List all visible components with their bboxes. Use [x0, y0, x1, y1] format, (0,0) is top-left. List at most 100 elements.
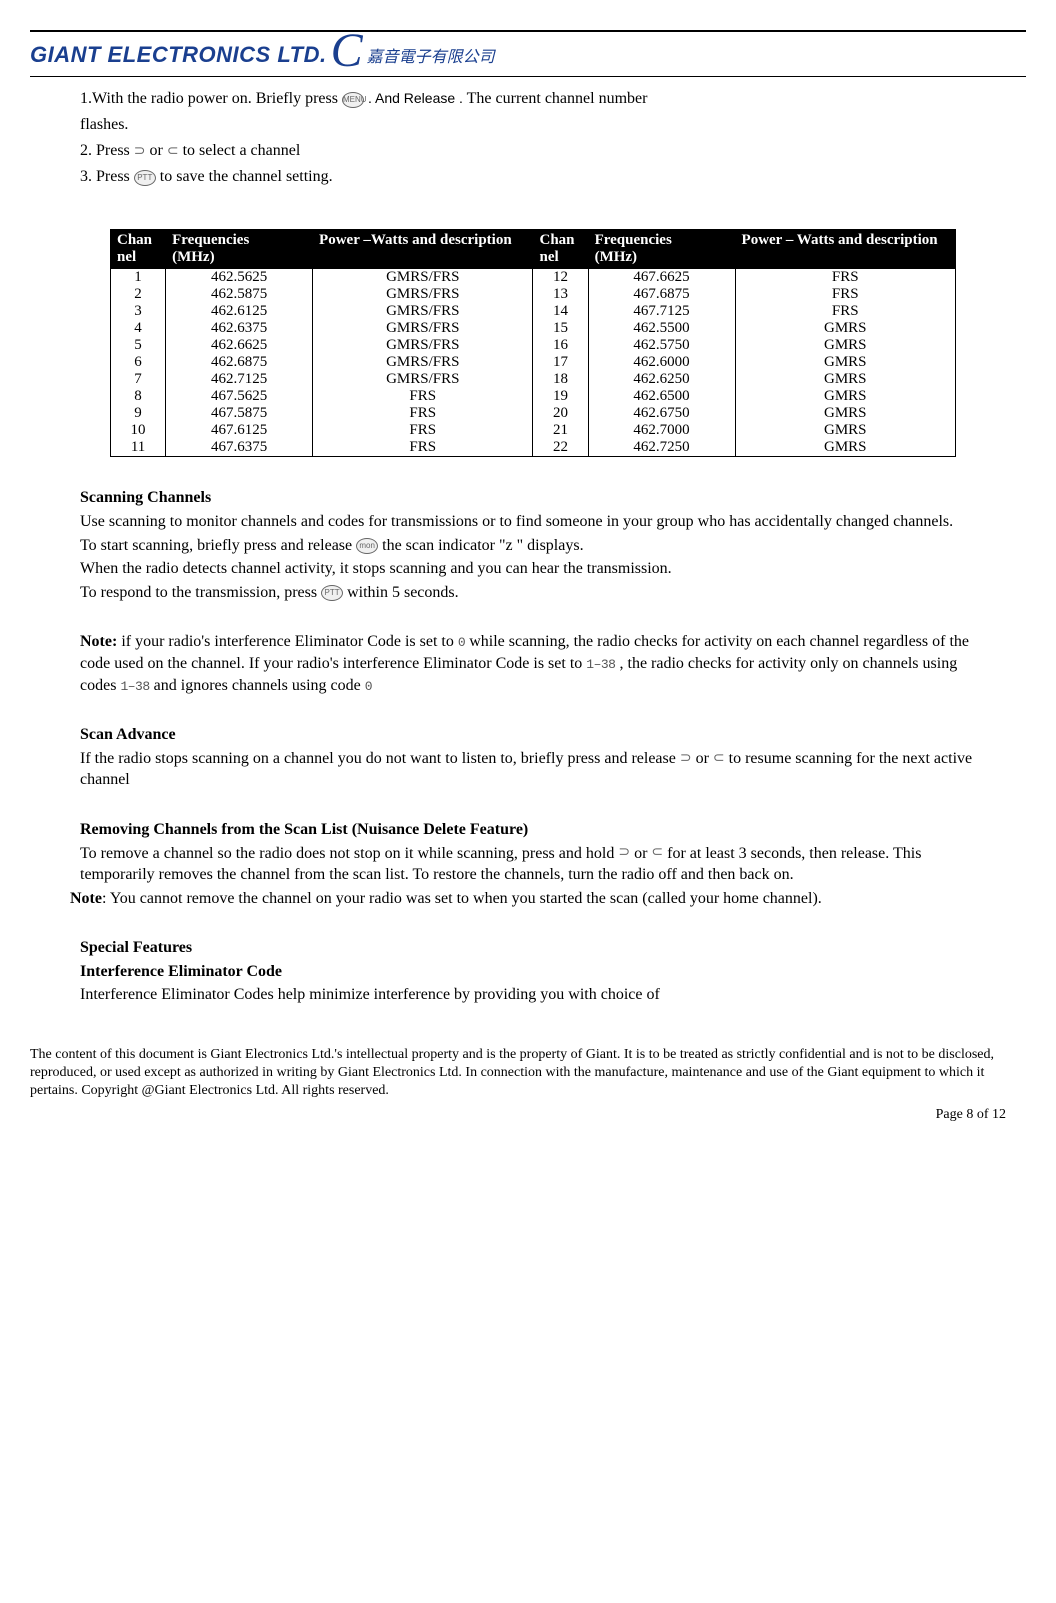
scanning-p2a: To start scanning, briefly press and rel… [80, 537, 356, 554]
scan-advance-p1b: or [696, 750, 713, 767]
scan-advance-title: Scan Advance [80, 724, 986, 746]
table-cell: 3 [111, 303, 166, 320]
special-title-2: Interference Eliminator Code [80, 961, 986, 983]
note-section: Note: if your radio's interference Elimi… [80, 631, 986, 696]
table-cell: 18 [533, 371, 588, 388]
note-p1a: if your radio's interference Eliminator … [121, 633, 454, 650]
removing-note-label: Note [70, 890, 102, 907]
removing-note-text: : You cannot remove the channel on your … [102, 890, 822, 907]
instr-1a: 1.With the radio power on. Briefly press [80, 90, 342, 107]
instr-2b: or [150, 142, 167, 159]
left-arrow-icon: ⊂ [167, 141, 179, 162]
removing-p1b: or [634, 845, 651, 862]
table-cell: GMRS [735, 422, 955, 439]
right-arrow-icon: ⊃ [618, 844, 630, 863]
th-power-2: Power – Watts and description [735, 230, 955, 269]
table-cell: GMRS [735, 371, 955, 388]
header: GIANT ELECTRONICS LTD. C 嘉音電子有限公司 [30, 36, 1026, 77]
table-cell: FRS [313, 388, 533, 405]
table-cell: GMRS [735, 388, 955, 405]
table-row: 7462.7125GMRS/FRS18462.6250GMRS [111, 371, 956, 388]
page-number: Page 8 of 12 [30, 1107, 1006, 1123]
removing-p1a: To remove a channel so the radio does no… [80, 845, 618, 862]
table-cell: GMRS/FRS [313, 269, 533, 287]
table-cell: 10 [111, 422, 166, 439]
table-cell: GMRS/FRS [313, 337, 533, 354]
scanning-p1: Use scanning to monitor channels and cod… [80, 511, 986, 533]
table-cell: GMRS [735, 405, 955, 422]
table-cell: GMRS/FRS [313, 286, 533, 303]
table-cell: GMRS/FRS [313, 371, 533, 388]
special-p1: Interference Eliminator Codes help minim… [80, 984, 986, 1006]
company-name-en: GIANT ELECTRONICS LTD. [30, 42, 327, 68]
table-row: 8467.5625FRS19462.6500GMRS [111, 388, 956, 405]
scanning-p3: When the radio detects channel activity,… [80, 558, 986, 580]
table-cell: 22 [533, 439, 588, 457]
seg-range-icon: 1–38 [120, 679, 149, 694]
left-arrow-icon: ⊂ [651, 844, 663, 863]
table-cell: 4 [111, 320, 166, 337]
table-cell: FRS [313, 405, 533, 422]
footer-legal: The content of this document is Giant El… [30, 1046, 1026, 1101]
table-cell: 462.5750 [588, 337, 735, 354]
right-arrow-icon: ⊃ [680, 750, 692, 769]
table-cell: 467.6125 [166, 422, 313, 439]
table-cell: 462.5500 [588, 320, 735, 337]
table-cell: 21 [533, 422, 588, 439]
instructions-block: 1.With the radio power on. Briefly press… [80, 87, 986, 189]
th-freq-1: Frequencies(MHz) [166, 230, 313, 269]
table-cell: 462.5625 [166, 269, 313, 287]
table-cell: 19 [533, 388, 588, 405]
table-cell: 16 [533, 337, 588, 354]
scan-advance-section: Scan Advance If the radio stops scanning… [80, 724, 986, 791]
special-title-1: Special Features [80, 937, 986, 959]
table-cell: 462.5875 [166, 286, 313, 303]
table-row: 4462.6375GMRS/FRS15462.5500GMRS [111, 320, 956, 337]
scanning-p4b: within 5 seconds. [347, 584, 459, 601]
ptt-button-icon: PTT [321, 585, 343, 601]
table-cell: GMRS/FRS [313, 303, 533, 320]
table-cell: 12 [533, 269, 588, 287]
table-cell: 462.6125 [166, 303, 313, 320]
table-row: 10467.6125FRS21462.7000GMRS [111, 422, 956, 439]
note-label: Note: [80, 633, 117, 650]
table-cell: FRS [735, 269, 955, 287]
scan-advance-p1a: If the radio stops scanning on a channel… [80, 750, 680, 767]
table-cell: FRS [313, 422, 533, 439]
table-cell: 467.7125 [588, 303, 735, 320]
table-cell: 462.7000 [588, 422, 735, 439]
table-cell: 467.5625 [166, 388, 313, 405]
logo-c-icon: C [331, 32, 363, 70]
table-row: 11467.6375FRS22462.7250GMRS [111, 439, 956, 457]
scanning-channels-section: Scanning Channels Use scanning to monito… [80, 487, 986, 603]
table-cell: 462.6500 [588, 388, 735, 405]
table-cell: GMRS [735, 354, 955, 371]
table-cell: 462.6000 [588, 354, 735, 371]
table-cell: FRS [313, 439, 533, 457]
instr-2a: 2. Press [80, 142, 134, 159]
table-cell: 462.6625 [166, 337, 313, 354]
table-cell: 467.6375 [166, 439, 313, 457]
table-cell: 2 [111, 286, 166, 303]
table-cell: 6 [111, 354, 166, 371]
menu-button-icon: MENU [342, 92, 364, 108]
table-cell: 462.7125 [166, 371, 313, 388]
removing-title: Removing Channels from the Scan List (Nu… [80, 819, 986, 841]
seg-zero-icon: 0 [365, 679, 372, 694]
table-cell: 8 [111, 388, 166, 405]
table-cell: 11 [111, 439, 166, 457]
table-cell: 467.6625 [588, 269, 735, 287]
table-cell: GMRS/FRS [313, 354, 533, 371]
instr-1b: . And Release . [368, 90, 463, 106]
table-row: 9467.5875FRS20462.6750GMRS [111, 405, 956, 422]
removing-channels-section: Removing Channels from the Scan List (Nu… [80, 819, 986, 909]
header-top-rule [30, 30, 1026, 32]
table-row: 5462.6625GMRS/FRS16462.5750GMRS [111, 337, 956, 354]
mon-button-icon: mon [356, 538, 378, 554]
company-name-zh: 嘉音電子有限公司 [367, 43, 495, 67]
table-cell: 1 [111, 269, 166, 287]
table-cell: GMRS/FRS [313, 320, 533, 337]
th-channel-2: Channel [533, 230, 588, 269]
table-cell: 467.5875 [166, 405, 313, 422]
table-cell: GMRS [735, 320, 955, 337]
